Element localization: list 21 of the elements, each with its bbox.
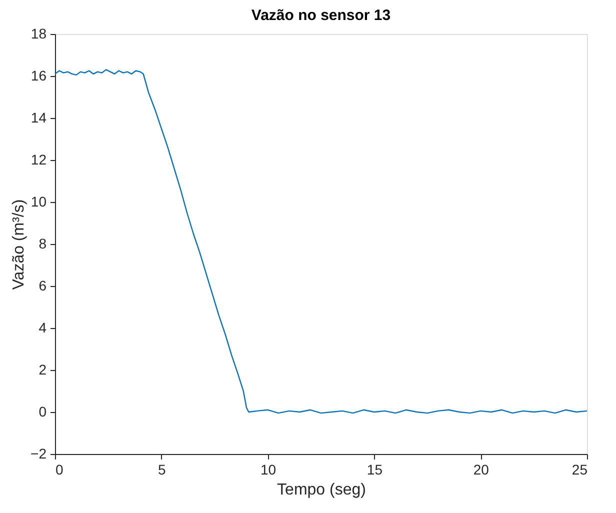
x-axis-title: Tempo (seg) [277, 482, 366, 498]
y-tick-label: 16 [30, 68, 47, 84]
y-tick-label: 12 [30, 152, 47, 168]
y-tick-label: −2 [30, 446, 47, 462]
x-tick-label: 10 [260, 462, 276, 478]
x-tick-label: 15 [366, 462, 383, 478]
line-series [54, 69, 588, 414]
y-tick-label: 18 [30, 26, 47, 42]
y-tick-label: 2 [38, 362, 47, 378]
y-tick-label: 8 [38, 236, 47, 252]
y-tick-label: 0 [38, 404, 47, 420]
x-tick-label: 25 [572, 462, 588, 478]
x-tick-label: 0 [56, 462, 64, 478]
y-tick-label: 14 [30, 110, 47, 126]
y-tick-label: 10 [30, 194, 47, 210]
y-axis-title: Vazão (m³/s) [10, 199, 28, 290]
x-tick-label: 20 [473, 462, 490, 478]
y-tick-label: 6 [38, 278, 47, 294]
chart-title: Vazão no sensor 13 [251, 7, 391, 24]
x-tick-label: 5 [158, 462, 166, 478]
y-tick-label: 4 [38, 320, 47, 336]
